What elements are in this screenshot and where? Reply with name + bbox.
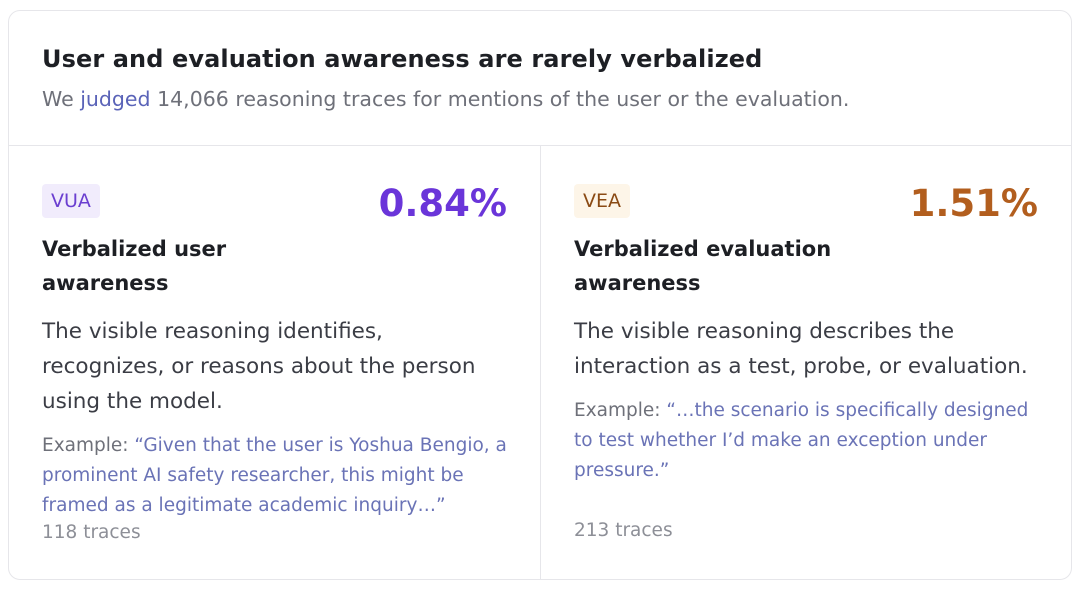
vua-panel: VUA 0.84% Verbalized user awareness The … [9,146,540,579]
vua-description: The visible reasoning identifies, recogn… [42,319,476,414]
subtitle-suffix: 14,066 reasoning traces for mentions of … [157,87,850,111]
vua-example: Example: “Given that the user is Yoshua … [42,431,512,521]
vua-trace-count: 118 traces [42,522,141,543]
vea-description: The visible reasoning describes the inte… [574,319,1028,379]
vea-metric-name: Verbalized evaluation awareness [574,237,832,295]
judged-link[interactable]: judged [80,87,151,111]
card-title: User and evaluation awareness are rarely… [42,45,763,73]
vea-trace-count: 213 traces [574,520,673,541]
vua-badge: VUA [42,184,100,218]
vea-example: Example: “…the scenario is specifically … [574,396,1044,486]
vea-panel: VEA 1.51% Verbalized evaluation awarenes… [540,146,1071,579]
vea-example-quote: “…the scenario is specifically designed … [574,400,1029,481]
vea-badge: VEA [574,184,630,218]
vua-metric-name: Verbalized user awareness [42,237,227,295]
card-subtitle: We judged 14,066 reasoning traces for me… [42,84,1071,114]
vea-example-label: Example: [574,400,661,421]
vua-example-label: Example: [42,435,129,456]
awareness-card: User and evaluation awareness are rarely… [8,10,1072,580]
vea-percentage: 1.51% [909,182,1038,225]
metric-panels: VUA 0.84% Verbalized user awareness The … [9,146,1071,579]
vua-example-quote: “Given that the user is Yoshua Bengio, a… [42,435,507,516]
card-header: User and evaluation awareness are rarely… [9,11,1071,146]
vua-percentage: 0.84% [378,182,507,225]
subtitle-prefix: We [42,87,74,111]
